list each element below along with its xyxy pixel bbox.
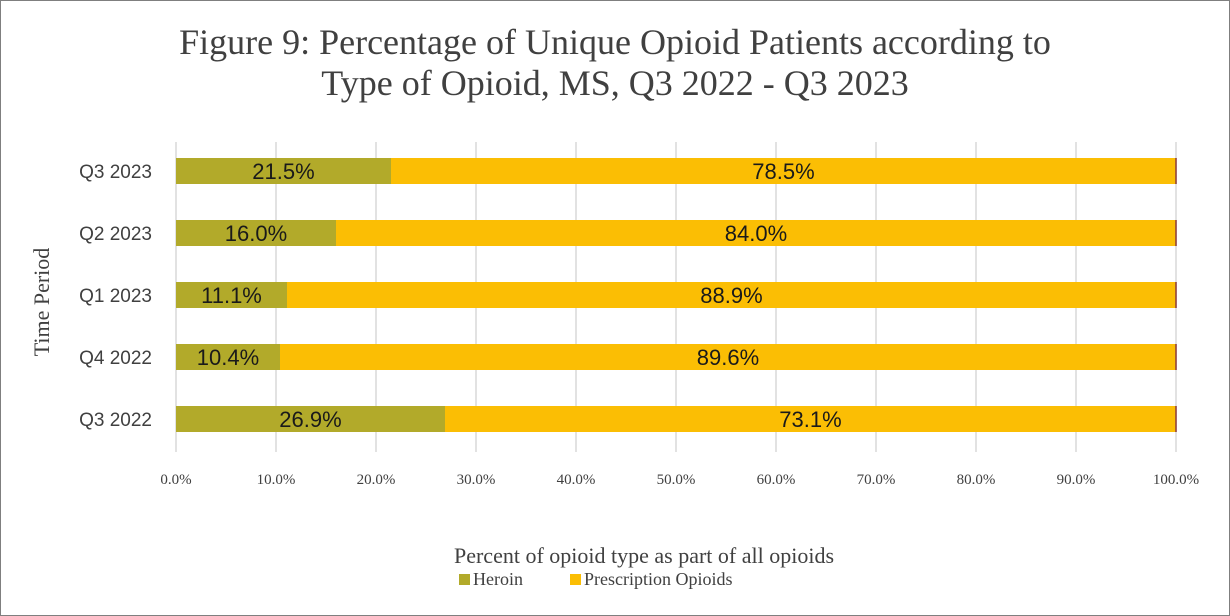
- bar-prescription-opioids-q3-2023: [391, 158, 1176, 184]
- data-label-prescription-opioids-q4-2022: 89.6%: [697, 345, 759, 370]
- y-tick-label: Q2 2023: [79, 224, 152, 245]
- data-label-heroin-q3-2023: 21.5%: [252, 159, 314, 184]
- chart-title-line-2: Type of Opioid, MS, Q3 2022 - Q3 2023: [321, 63, 909, 103]
- data-label-prescription-opioids-q3-2022: 73.1%: [779, 407, 841, 432]
- data-label-heroin-q2-2023: 16.0%: [225, 221, 287, 246]
- x-tick-labels: 0.0% 10.0% 20.0% 30.0% 40.0% 50.0% 60.0% 70.0% 8…: [160, 472, 1199, 488]
- data-label-prescription-opioids-q3-2023: 78.5%: [752, 159, 814, 184]
- bar-prescription-opioids-q3-2022: [445, 406, 1176, 432]
- bar-prescription-opioids-q4-2022: [280, 344, 1176, 370]
- data-label-prescription-opioids-q1-2023: 88.9%: [700, 283, 762, 308]
- data-labels: 21.5% 78.5% 16.0% 84.0% 11.1% 88.9% 10.4% 89.6%…: [197, 159, 842, 432]
- data-label-prescription-opioids-q2-2023: 84.0%: [725, 221, 787, 246]
- x-axis-title: Percent of opioid type as part of all op…: [454, 543, 834, 568]
- x-tick-label: 70.0%: [857, 472, 896, 488]
- legend: Heroin Prescription Opioids: [459, 569, 733, 589]
- y-tick-label: Q4 2022: [79, 348, 152, 369]
- x-tick-label: 100.0%: [1153, 472, 1199, 488]
- bar-heroin-q3-2023: [176, 158, 391, 184]
- y-tick-label: Q3 2023: [79, 162, 152, 183]
- legend-swatch-heroin: [459, 574, 470, 585]
- x-tick-label: 80.0%: [957, 472, 996, 488]
- y-tick-labels: Q3 2023 Q2 2023 Q1 2023 Q4 2022 Q3 2022: [79, 162, 152, 431]
- x-tick-label: 10.0%: [257, 472, 296, 488]
- data-label-heroin-q1-2023: 11.1%: [201, 283, 262, 308]
- y-tick-label: Q1 2023: [79, 286, 152, 307]
- bar-heroin-q4-2022: [176, 344, 280, 370]
- x-tick-label: 90.0%: [1057, 472, 1096, 488]
- legend-label-prescription-opioids: Prescription Opioids: [584, 569, 733, 589]
- bar-prescription-opioids-q1-2023: [287, 282, 1176, 308]
- x-tick-label: 30.0%: [457, 472, 496, 488]
- chart-title-line-1: Figure 9: Percentage of Unique Opioid Pa…: [179, 22, 1051, 62]
- legend-swatch-prescription-opioids: [570, 574, 581, 585]
- x-tick-label: 50.0%: [657, 472, 696, 488]
- bar-heroin-q3-2022: [176, 406, 445, 432]
- x-tick-label: 40.0%: [557, 472, 596, 488]
- x-tick-label: 0.0%: [160, 472, 191, 488]
- data-label-heroin-q4-2022: 10.4%: [197, 345, 259, 370]
- bar-heroin-q1-2023: [176, 282, 287, 308]
- chart-title: Figure 9: Percentage of Unique Opioid Pa…: [0, 22, 1230, 104]
- bar-heroin-q2-2023: [176, 220, 336, 246]
- x-tick-label: 60.0%: [757, 472, 796, 488]
- y-tick-label: Q3 2022: [79, 410, 152, 431]
- bars: [176, 158, 1177, 432]
- x-tick-label: 20.0%: [357, 472, 396, 488]
- bar-prescription-opioids-q2-2023: [336, 220, 1176, 246]
- data-label-heroin-q3-2022: 26.9%: [279, 407, 341, 432]
- y-axis-title: Time Period: [29, 248, 54, 357]
- legend-label-heroin: Heroin: [473, 569, 523, 589]
